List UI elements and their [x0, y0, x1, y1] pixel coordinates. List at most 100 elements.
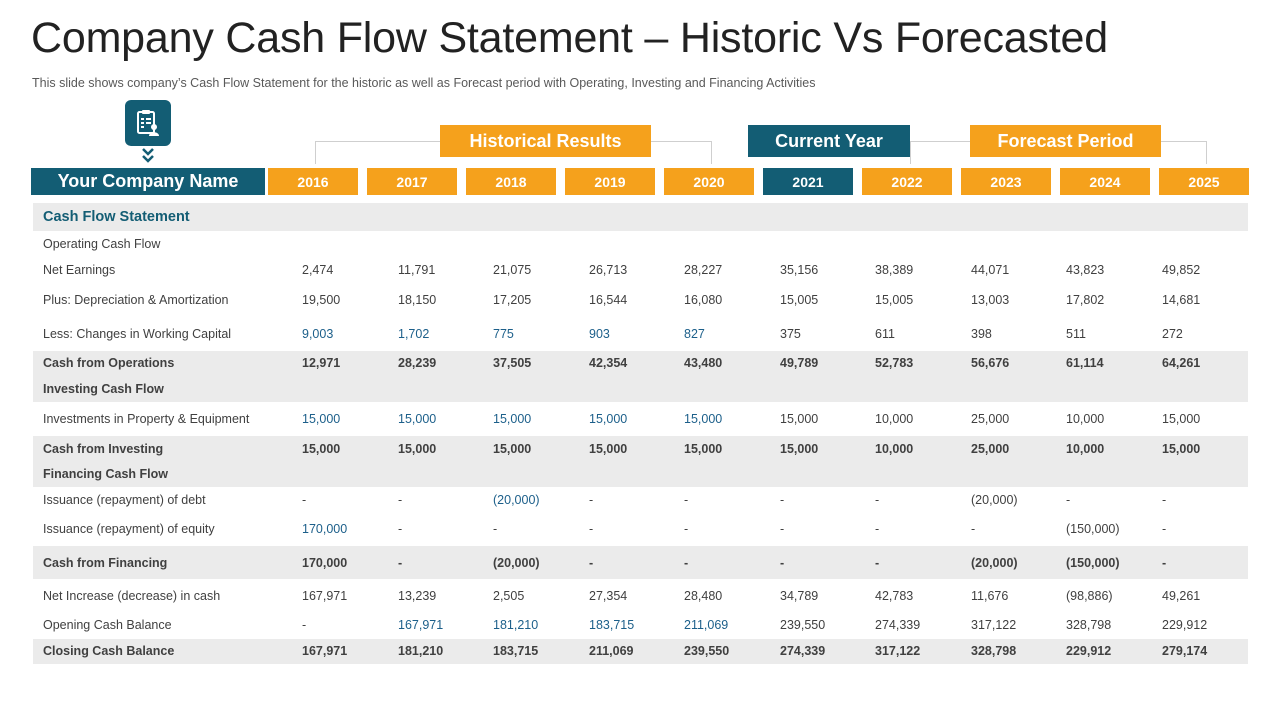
table-cell: 17,205 — [493, 293, 532, 307]
table-cell: - — [398, 493, 403, 507]
table-cell: 15,000 — [1162, 442, 1201, 456]
table-cell: 17,802 — [1066, 293, 1105, 307]
row-label: Investments in Property & Equipment — [43, 412, 250, 426]
table-cell: 170,000 — [302, 522, 348, 536]
table-cell: 229,912 — [1162, 618, 1208, 632]
table-cell: 52,783 — [875, 356, 914, 370]
year-header-2023: 2023 — [961, 168, 1051, 195]
table-cell: 183,715 — [589, 618, 635, 632]
table-cell: 10,000 — [875, 412, 914, 426]
table-cell: 25,000 — [971, 412, 1010, 426]
table-cell: 181,210 — [493, 618, 539, 632]
row-label: Opening Cash Balance — [43, 618, 172, 632]
table-cell: (20,000) — [971, 493, 1018, 507]
table-cell: 10,000 — [1066, 442, 1105, 456]
table-cell: 15,000 — [302, 412, 341, 426]
row-label: Financing Cash Flow — [43, 467, 169, 481]
table-cell: 34,789 — [780, 589, 819, 603]
row-label: Cash from Operations — [43, 356, 175, 370]
table-cell: - — [780, 493, 785, 507]
table-cell: 26,713 — [589, 263, 628, 277]
table-cell: 28,227 — [684, 263, 723, 277]
table-cell: (150,000) — [1066, 522, 1120, 536]
table-cell: 21,075 — [493, 263, 532, 277]
table-cell: - — [398, 556, 403, 570]
table-cell: 15,005 — [780, 293, 819, 307]
table-cell: (98,886) — [1066, 589, 1113, 603]
table-cell: (20,000) — [493, 493, 540, 507]
table-cell: 11,791 — [398, 263, 436, 277]
table-cell: - — [589, 556, 594, 570]
forecast-period-label: Forecast Period — [970, 125, 1161, 157]
table-cell: 775 — [493, 327, 514, 341]
table-cell: 18,150 — [398, 293, 437, 307]
table-cell: - — [684, 522, 689, 536]
section-header: Cash Flow Statement — [43, 209, 190, 225]
table-cell: (150,000) — [1066, 556, 1120, 570]
table-cell: 13,003 — [971, 293, 1010, 307]
section-band — [33, 203, 1248, 231]
table-cell: - — [780, 522, 785, 536]
table-cell: 239,550 — [780, 618, 826, 632]
year-header-2018: 2018 — [466, 168, 556, 195]
table-cell: 274,339 — [780, 644, 826, 658]
table-cell: - — [302, 493, 307, 507]
table-cell: 611 — [875, 327, 895, 341]
table-cell: 167,971 — [302, 589, 348, 603]
historical-results-label: Historical Results — [440, 125, 651, 157]
table-cell: 38,389 — [875, 263, 914, 277]
investing-band — [33, 436, 1248, 487]
row-label: Plus: Depreciation & Amortization — [43, 293, 229, 307]
table-cell: - — [493, 522, 498, 536]
table-cell: 279,174 — [1162, 644, 1208, 658]
table-cell: 1,702 — [398, 327, 430, 341]
table-cell: 15,000 — [493, 412, 532, 426]
table-cell: 16,080 — [684, 293, 723, 307]
year-header-2024: 2024 — [1060, 168, 1150, 195]
table-cell: 15,000 — [1162, 412, 1201, 426]
table-cell: 903 — [589, 327, 610, 341]
operations-band — [33, 351, 1248, 402]
row-label: Investing Cash Flow — [43, 382, 164, 396]
table-cell: 15,000 — [684, 412, 723, 426]
table-cell: 239,550 — [684, 644, 730, 658]
row-label: Net Increase (decrease) in cash — [43, 589, 221, 603]
table-cell: 10,000 — [875, 442, 914, 456]
table-cell: 44,071 — [971, 263, 1010, 277]
year-header-2021: 2021 — [763, 168, 853, 195]
table-cell: 15,000 — [780, 412, 819, 426]
table-cell: 43,480 — [684, 356, 723, 370]
table-cell: (20,000) — [493, 556, 540, 570]
table-cell: - — [780, 556, 785, 570]
table-cell: 274,339 — [875, 618, 921, 632]
company-name-header: Your Company Name — [31, 168, 265, 195]
table-cell: 64,261 — [1162, 356, 1201, 370]
table-cell: 15,000 — [302, 442, 341, 456]
table-cell: 328,798 — [971, 644, 1017, 658]
row-label: Net Earnings — [43, 263, 116, 277]
table-cell: 181,210 — [398, 644, 444, 658]
financing-band — [33, 546, 1248, 579]
table-cell: 229,912 — [1066, 644, 1112, 658]
current-year-label: Current Year — [748, 125, 910, 157]
table-cell: - — [302, 618, 307, 632]
table-cell: 42,354 — [589, 356, 628, 370]
table-cell: 2,505 — [493, 589, 525, 603]
table-cell: 11,676 — [971, 589, 1009, 603]
year-header-2022: 2022 — [862, 168, 952, 195]
table-cell: - — [589, 493, 594, 507]
row-label: Less: Changes in Working Capital — [43, 327, 232, 341]
table-cell: - — [1162, 493, 1167, 507]
table-cell: 27,354 — [589, 589, 628, 603]
year-header-2025: 2025 — [1159, 168, 1249, 195]
row-label: Closing Cash Balance — [43, 644, 175, 658]
table-cell: 328,798 — [1066, 618, 1112, 632]
table-cell: 12,971 — [302, 356, 341, 370]
year-header-2017: 2017 — [367, 168, 457, 195]
table-cell: 15,000 — [780, 442, 819, 456]
table-cell: - — [1162, 556, 1167, 570]
table-cell: 13,239 — [398, 589, 437, 603]
table-cell: 15,000 — [684, 442, 723, 456]
table-cell: 375 — [780, 327, 801, 341]
table-cell: 56,676 — [971, 356, 1010, 370]
